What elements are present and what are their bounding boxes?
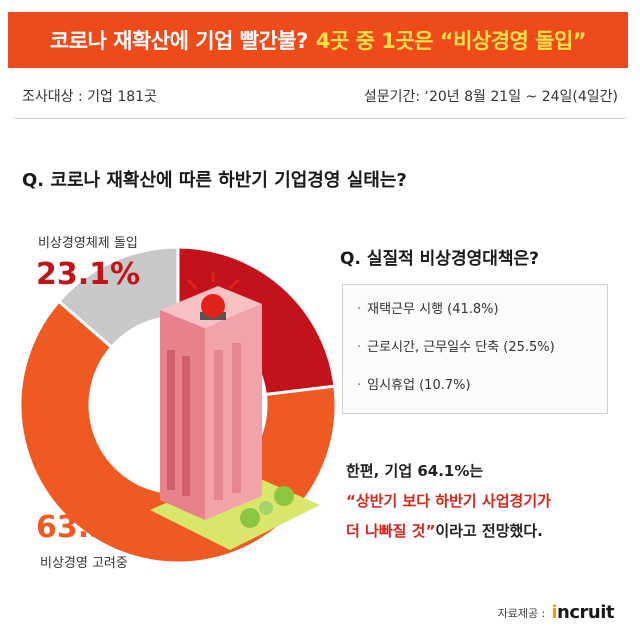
measure-item: 근로시간, 근무일수 단축 (25.5%) xyxy=(357,333,607,371)
banner-highlight: 4곳 중 1곳은 “비상경영 돌입” xyxy=(315,29,587,53)
note-line-3-rest: 이라고 전망했다. xyxy=(435,522,543,540)
siren-light xyxy=(201,294,225,318)
survey-period: 설문기간: ‘20년 8월 21일 ~ 24일(4일간) xyxy=(363,89,618,105)
survey-target: 조사대상 : 기업 181곳 xyxy=(22,89,157,105)
measures-list: 재택근무 시행 (41.8%) 근로시간, 근무일수 단축 (25.5%) 임시… xyxy=(343,285,607,409)
question-2: Q. 실질적 비상경영대책은? xyxy=(340,249,540,269)
measure-item: 재택근무 시행 (41.8%) xyxy=(357,295,607,333)
note-line-1: 한편, 기업 64.1%는 xyxy=(346,462,484,480)
siren-ray xyxy=(228,278,240,290)
window-stripe xyxy=(232,343,241,493)
banner-title: 코로나 재확산에 기업 빨간불? xyxy=(49,29,308,53)
tree xyxy=(259,501,273,515)
measures-box: 재택근무 시행 (41.8%) 근로시간, 근무일수 단축 (25.5%) 임시… xyxy=(342,284,608,414)
logo-text: ncruit xyxy=(557,602,614,623)
note-line-3: 더 나빠질 것”이라고 전망했다. xyxy=(346,520,543,541)
label-considering: 비상경영 고려중 xyxy=(40,556,128,571)
tree xyxy=(274,486,294,506)
tree xyxy=(240,508,260,528)
incruit-logo: incruit xyxy=(551,602,614,623)
donut-chart xyxy=(18,245,338,565)
pct-considering: 63.3% xyxy=(36,510,141,545)
window-stripe xyxy=(167,350,175,490)
title-banner: 코로나 재확산에 기업 빨간불? 4곳 중 1곳은 “비상경영 돌입” xyxy=(8,12,628,68)
siren-ray xyxy=(186,278,198,290)
donut-slice-2 xyxy=(56,245,180,350)
note-line-3-quote: 더 나빠질 것” xyxy=(346,522,436,540)
label-emergency: 비상경영체제 돌입 xyxy=(38,236,138,251)
note-line-2: “상반기 보다 하반기 사업경기가 xyxy=(346,492,551,510)
source: 자료제공 : incruit xyxy=(497,602,615,623)
source-label: 자료제공 : xyxy=(497,606,546,620)
measure-item: 임시휴업 (10.7%) xyxy=(357,371,607,409)
logo-mark: i xyxy=(551,602,558,623)
pct-emergency: 23.1% xyxy=(36,257,141,292)
question-1: Q. 코로나 재확산에 따른 하반기 기업경영 실태는? xyxy=(22,170,407,191)
window-stripe xyxy=(214,350,223,500)
building-illustration xyxy=(150,272,320,550)
divider xyxy=(14,118,626,119)
window-stripe xyxy=(182,356,190,496)
